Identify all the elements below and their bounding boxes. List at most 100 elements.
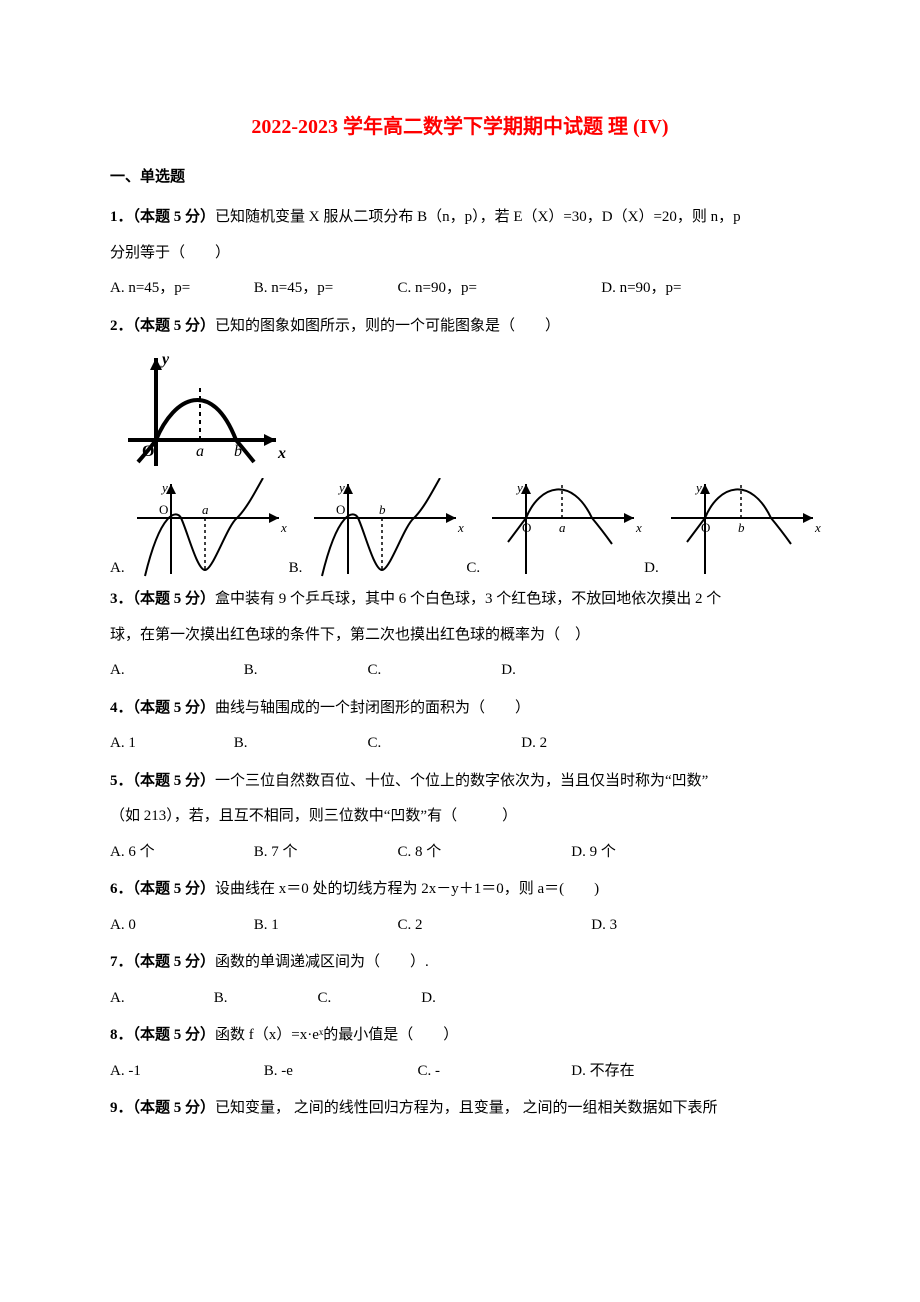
q3-opt-c: C. [368,655,498,687]
q7-opt-b: B. [214,983,314,1015]
q7-label: 7．（本题 5 分） [110,954,215,970]
question-6: 6．（本题 5 分）设曲线在 x＝0 处的切线方程为 2x－y＋1＝0，则 a＝… [110,874,810,906]
q2-option-figures: A. y x a O B. y x b O C. y x Oa D. y x Ob [110,478,810,578]
svg-text:x: x [814,520,821,535]
q8-text: 函数 f（x）=x·eˣ的最小值是（ ） [215,1027,458,1043]
q1-opt-a: A. n=45，p= [110,273,250,305]
q5-opt-b: B. 7 个 [254,837,394,869]
q3-opt-b: B. [244,655,364,687]
q2-fig-b: B. y x b O [289,478,467,578]
q6-options: A. 0 B. 1 C. 2 D. 3 [110,910,810,942]
q5-options: A. 6 个 B. 7 个 C. 8 个 D. 9 个 [110,837,810,869]
q1-text-b: 分别等于（ ） [110,238,810,270]
q5-opt-d: D. 9 个 [571,837,616,869]
q8-opt-c: C. - [418,1056,568,1088]
q4-label: 4．（本题 5 分） [110,700,215,716]
question-2: 2．（本题 5 分）已知的图象如图所示，则的一个可能图象是（ ） [110,311,810,343]
q4-text: 曲线与轴围成的一个封闭图形的面积为（ ） [215,700,530,716]
q8-opt-a: A. -1 [110,1056,260,1088]
q2-opt-b: B. [289,561,303,578]
q4-options: A. 1 B. C. D. 2 [110,728,810,760]
q8-opt-d: D. 不存在 [571,1056,634,1088]
svg-text:b: b [379,502,386,517]
q1-opt-c: C. n=90，p= [398,273,598,305]
q7-opt-d: D. [421,983,436,1015]
q8-options: A. -1 B. -e C. - D. 不存在 [110,1056,810,1088]
q1-text-a: 已知随机变量 X 服从二项分布 B（n，p），若 E（X）=30，D（X）=20… [215,209,741,225]
q6-text: 设曲线在 x＝0 处的切线方程为 2x－y＋1＝0，则 a＝( ) [215,881,599,897]
q7-opt-c: C. [318,983,418,1015]
svg-text:O: O [522,520,531,535]
q3-text-a: 盒中装有 9 个乒乓球，其中 6 个白色球，3 个红色球，不放回地依次摸出 2 … [215,591,721,607]
q3-opt-d: D. [501,655,516,687]
q6-opt-d: D. 3 [591,910,617,942]
q5-label: 5．（本题 5 分） [110,773,215,789]
svg-text:x: x [280,520,287,535]
main-graph-svg: y x Oa b [110,348,290,476]
question-5: 5．（本题 5 分）一个三位自然数百位、十位、个位上的数字依次为，当且仅当时称为… [110,766,810,798]
q1-opt-d: D. n=90，p= [601,273,681,305]
q4-opt-c: C. [368,728,518,760]
q7-opt-a: A. [110,983,210,1015]
q2-opt-c: C. [466,561,480,578]
q6-opt-b: B. 1 [254,910,394,942]
q5-text-a: 一个三位自然数百位、十位、个位上的数字依次为，当且仅当时称为“凹数” [215,773,708,789]
svg-text:y: y [337,480,345,495]
question-7: 7．（本题 5 分）函数的单调递减区间为（ ）. [110,947,810,979]
q9-text: 已知变量， 之间的线性回归方程为，且变量， 之间的一组相关数据如下表所 [215,1100,718,1116]
q4-opt-b: B. [234,728,364,760]
svg-text:O: O [336,502,345,517]
question-1: 1．（本题 5 分）已知随机变量 X 服从二项分布 B（n，p），若 E（X）=… [110,202,810,234]
q3-label: 3．（本题 5 分） [110,591,215,607]
q1-options: A. n=45，p= B. n=45，p= C. n=90，p= D. n=90… [110,273,810,305]
opt-a-svg: y x a O [129,478,289,578]
q3-opt-a: A. [110,655,240,687]
svg-text:x: x [457,520,464,535]
q9-label: 9．（本题 5 分） [110,1100,215,1116]
svg-text:b: b [234,443,242,460]
svg-text:x: x [635,520,642,535]
q7-text: 函数的单调递减区间为（ ）. [215,954,429,970]
q5-opt-a: A. 6 个 [110,837,250,869]
q3-options: A. B. C. D. [110,655,810,687]
svg-text:a: a [202,502,209,517]
svg-text:a: a [196,443,204,460]
q2-opt-a: A. [110,561,125,578]
q6-opt-c: C. 2 [398,910,588,942]
q4-opt-a: A. 1 [110,728,230,760]
question-8: 8．（本题 5 分）函数 f（x）=x·eˣ的最小值是（ ） [110,1020,810,1052]
q8-opt-b: B. -e [264,1056,414,1088]
q5-text-b: （如 213），若，且互不相同，则三位数中“凹数”有（ ） [110,801,810,833]
q5-opt-c: C. 8 个 [398,837,568,869]
svg-text:O: O [142,443,154,460]
opt-d-svg: yxOb [663,478,823,578]
q2-label: 2．（本题 5 分） [110,318,215,334]
q6-label: 6．（本题 5 分） [110,881,215,897]
opt-b-svg: y x b O [306,478,466,578]
q2-fig-a: A. y x a O [110,478,289,578]
question-3: 3．（本题 5 分）盒中装有 9 个乒乓球，其中 6 个白色球，3 个红色球，不… [110,584,810,616]
q2-text: 已知的图象如图所示，则的一个可能图象是（ ） [215,318,560,334]
svg-text:y: y [694,480,702,495]
q2-main-figure: y x Oa b [110,348,810,476]
page-title: 2022-2023 学年高二数学下学期期中试题 理 (IV) [110,110,810,139]
q2-fig-c: C. y x Oa [466,478,644,578]
q1-label: 1．（本题 5 分） [110,209,215,225]
q2-opt-d: D. [644,561,659,578]
svg-text:y: y [515,480,523,495]
section-heading: 一、单选题 [110,165,810,186]
q1-opt-b: B. n=45，p= [254,273,394,305]
svg-text:y: y [160,351,170,368]
svg-text:b: b [738,520,745,535]
q8-label: 8．（本题 5 分） [110,1027,215,1043]
svg-text:O: O [159,502,168,517]
svg-text:a: a [559,520,566,535]
question-4: 4．（本题 5 分）曲线与轴围成的一个封闭图形的面积为（ ） [110,693,810,725]
q2-fig-d: D. yxOb [644,478,823,578]
q7-options: A. B. C. D. [110,983,810,1015]
question-9: 9．（本题 5 分）已知变量， 之间的线性回归方程为，且变量， 之间的一组相关数… [110,1093,810,1125]
opt-c-svg: y x Oa [484,478,644,578]
svg-text:x: x [277,445,286,462]
q3-text-b: 球，在第一次摸出红色球的条件下，第二次也摸出红色球的概率为（ ） [110,620,810,652]
svg-text:y: y [160,480,168,495]
